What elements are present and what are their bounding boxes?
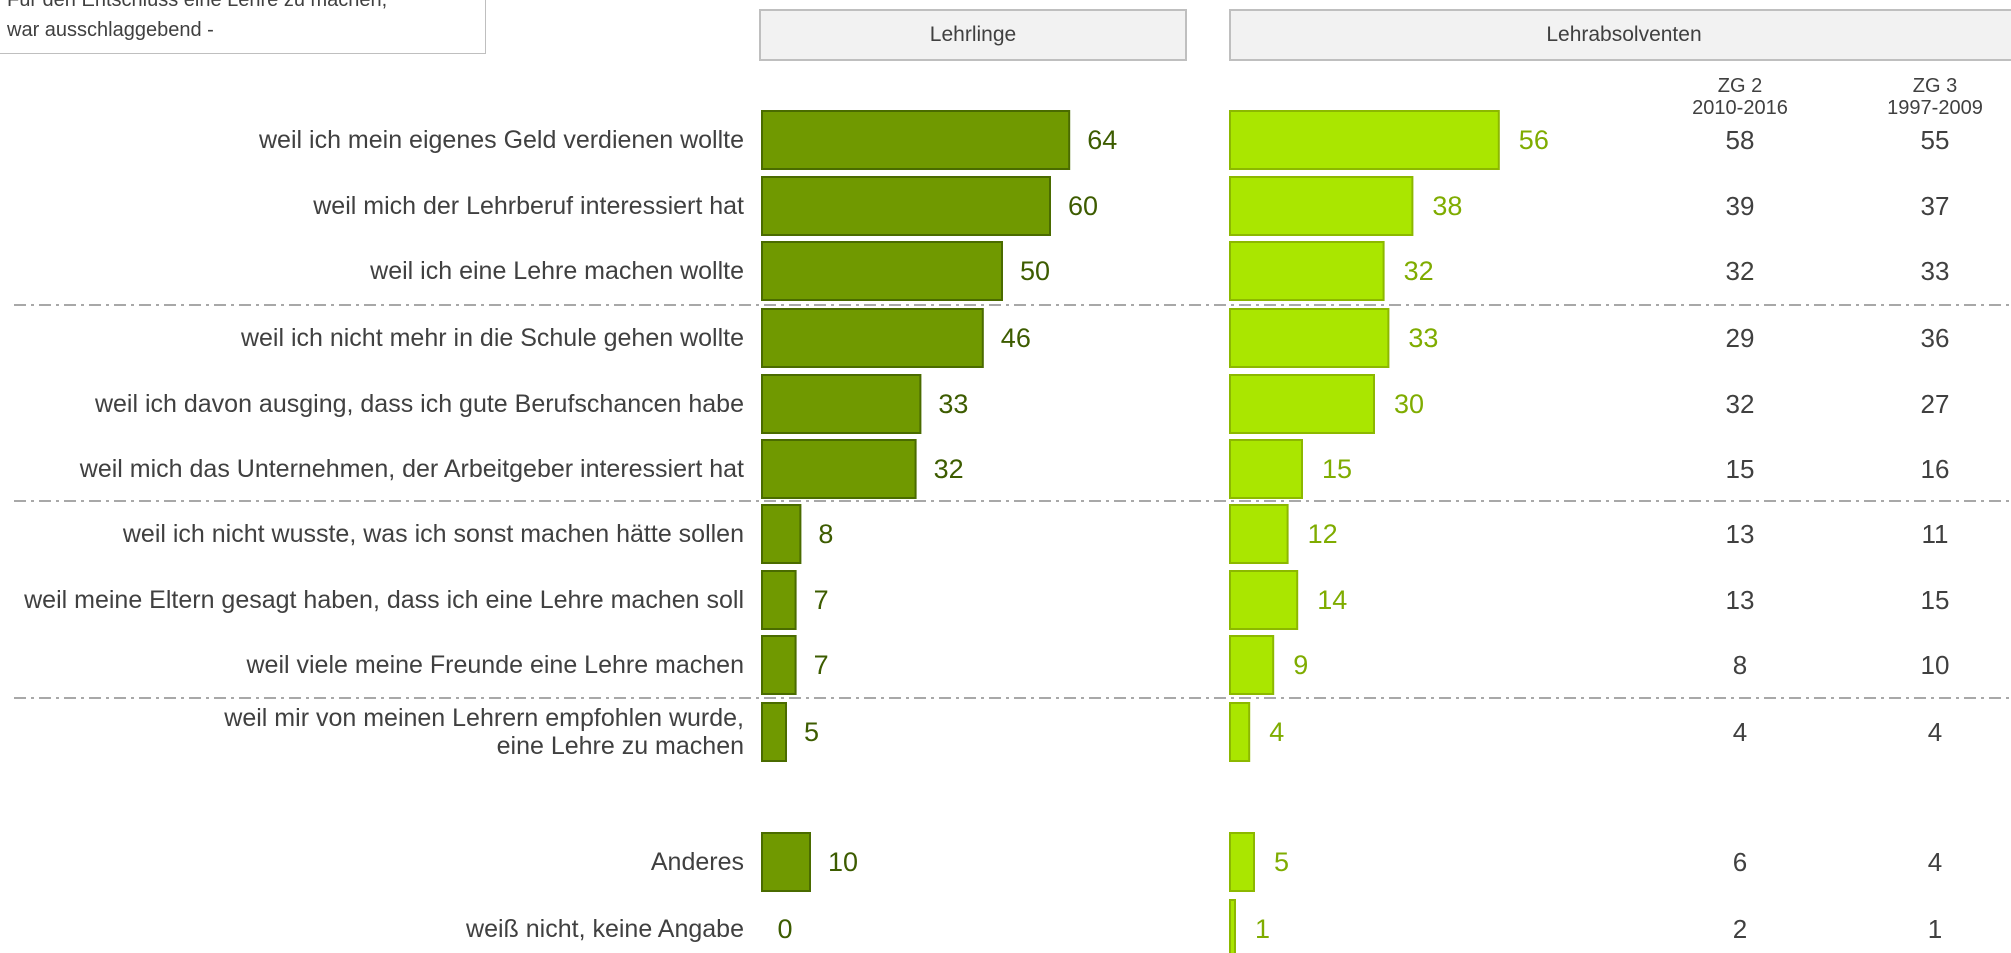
bar-graduates xyxy=(1229,504,1289,564)
data-label-apprentices: 33 xyxy=(938,389,968,419)
category-label: eine Lehre zu machen xyxy=(497,732,744,760)
bar-apprentices xyxy=(761,439,917,499)
question-note-line-1: Für den Entschluss eine Lehre zu machen, xyxy=(7,0,388,11)
data-label-apprentices: 46 xyxy=(1001,323,1031,353)
data-label-graduates: 12 xyxy=(1308,519,1338,549)
column-value: 29 xyxy=(1726,323,1755,353)
question-note-line-2: war ausschlaggebend - xyxy=(7,19,214,41)
column-value: 37 xyxy=(1921,191,1950,221)
category-label: weil ich davon ausging, dass ich gute Be… xyxy=(94,390,744,418)
column-value: 6 xyxy=(1733,847,1747,877)
category-label: weil mich der Lehrberuf interessiert hat xyxy=(312,192,744,220)
column-header-label: ZG 3 xyxy=(1913,75,1957,97)
data-label-apprentices: 7 xyxy=(814,650,829,680)
bar-graduates xyxy=(1229,702,1251,762)
data-label-graduates: 14 xyxy=(1317,585,1347,615)
bar-graduates xyxy=(1229,635,1275,695)
data-label-graduates: 38 xyxy=(1432,191,1462,221)
column-value: 15 xyxy=(1921,585,1950,615)
data-label-graduates: 33 xyxy=(1408,323,1438,353)
data-label-graduates: 32 xyxy=(1404,256,1434,286)
column-value: 39 xyxy=(1726,191,1755,221)
data-label-graduates: 1 xyxy=(1255,914,1270,944)
bar-apprentices xyxy=(761,110,1071,170)
data-label-apprentices: 0 xyxy=(777,914,792,944)
category-label: weil ich eine Lehre machen wollte xyxy=(369,257,744,285)
category-label: Anderes xyxy=(651,848,744,876)
column-header-label: 2010-2016 xyxy=(1692,97,1788,119)
bar-apprentices xyxy=(761,176,1051,236)
column-value: 4 xyxy=(1733,717,1747,747)
data-label-graduates: 15 xyxy=(1322,454,1352,484)
data-label-apprentices: 7 xyxy=(814,585,829,615)
column-value: 10 xyxy=(1921,650,1950,680)
bar-apprentices xyxy=(761,504,802,564)
column-header-label: ZG 2 xyxy=(1718,75,1762,97)
bar-apprentices xyxy=(761,308,984,368)
bar-graduates xyxy=(1229,832,1255,892)
column-value: 13 xyxy=(1726,519,1755,549)
data-label-apprentices: 60 xyxy=(1068,191,1098,221)
column-value: 55 xyxy=(1921,125,1950,155)
bar-graduates xyxy=(1229,439,1303,499)
category-label: weiß nicht, keine Angabe xyxy=(465,915,744,943)
category-label: weil ich nicht mehr in die Schule gehen … xyxy=(240,324,744,352)
column-value: 27 xyxy=(1921,389,1950,419)
bar-apprentices xyxy=(761,832,811,892)
category-label: weil viele meine Freunde eine Lehre mach… xyxy=(245,651,744,679)
column-value: 32 xyxy=(1726,389,1755,419)
column-value: 4 xyxy=(1928,847,1942,877)
column-value: 8 xyxy=(1733,650,1747,680)
bar-apprentices xyxy=(761,635,797,695)
question-note: Für den Entschluss eine Lehre zu machen,… xyxy=(0,0,486,54)
data-label-graduates: 4 xyxy=(1269,717,1284,747)
category-label: weil ich nicht wusste, was ich sonst mac… xyxy=(122,520,744,548)
category-label: weil ich mein eigenes Geld verdienen wol… xyxy=(258,126,744,154)
bar-graduates xyxy=(1229,374,1375,434)
bar-apprentices xyxy=(761,702,787,762)
column-value: 1 xyxy=(1928,914,1942,944)
data-label-apprentices: 32 xyxy=(934,454,964,484)
data-label-apprentices: 5 xyxy=(804,717,819,747)
data-label-apprentices: 64 xyxy=(1087,125,1117,155)
column-value: 13 xyxy=(1726,585,1755,615)
column-value: 15 xyxy=(1726,454,1755,484)
column-value: 36 xyxy=(1921,323,1950,353)
bar-apprentices xyxy=(761,241,1003,301)
bar-graduates xyxy=(1229,110,1500,170)
data-label-graduates: 9 xyxy=(1293,650,1308,680)
category-label: weil meine Eltern gesagt haben, dass ich… xyxy=(23,586,744,614)
column-header-label: 1997-2009 xyxy=(1887,97,1983,119)
bar-graduates xyxy=(1229,570,1299,630)
bar-graduates xyxy=(1229,241,1385,301)
category-label: weil mir von meinen Lehrern empfohlen wu… xyxy=(223,704,744,732)
data-label-apprentices: 8 xyxy=(818,519,833,549)
data-label-graduates: 5 xyxy=(1274,847,1289,877)
bar-graduates xyxy=(1229,176,1414,236)
bar-apprentices xyxy=(761,570,797,630)
bar-graduates xyxy=(1229,899,1236,953)
column-value: 33 xyxy=(1921,256,1950,286)
data-label-apprentices: 10 xyxy=(828,847,858,877)
header-graduates: Lehrabsolventen xyxy=(1229,9,2011,61)
data-label-apprentices: 50 xyxy=(1020,256,1050,286)
column-value: 32 xyxy=(1726,256,1755,286)
bar-apprentices xyxy=(761,374,922,434)
column-value: 16 xyxy=(1921,454,1950,484)
data-label-graduates: 56 xyxy=(1519,125,1549,155)
bar-graduates xyxy=(1229,308,1390,368)
column-value: 4 xyxy=(1928,717,1942,747)
column-value: 11 xyxy=(1922,519,1949,549)
column-value: 2 xyxy=(1733,914,1747,944)
data-label-graduates: 30 xyxy=(1394,389,1424,419)
column-value: 58 xyxy=(1726,125,1755,155)
header-apprentices: Lehrlinge xyxy=(759,9,1187,61)
category-label: weil mich das Unternehmen, der Arbeitgeb… xyxy=(79,455,744,483)
